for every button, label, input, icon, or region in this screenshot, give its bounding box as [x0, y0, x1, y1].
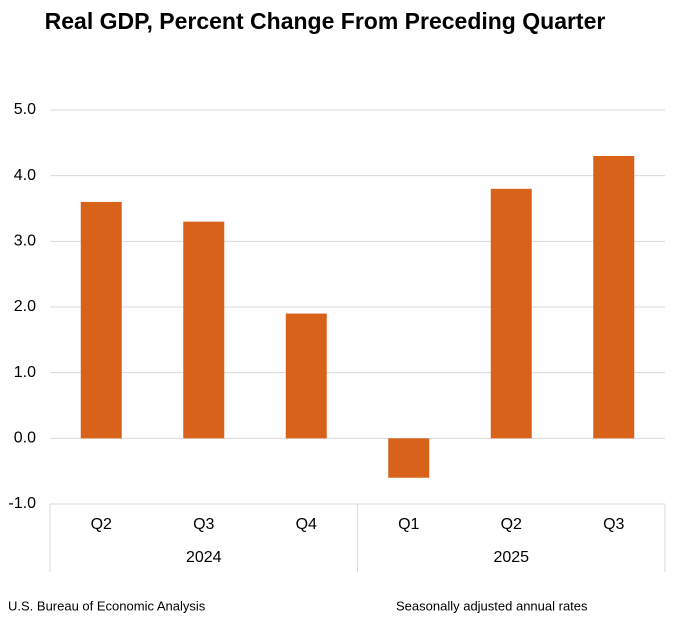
y-tick-label: 1.0	[14, 364, 36, 381]
x-tick-label: Q4	[296, 516, 317, 533]
y-tick-label: 0.0	[14, 430, 36, 447]
x-tick-label: Q2	[91, 516, 112, 533]
x-tick-label: Q1	[398, 516, 419, 533]
source-note: U.S. Bureau of Economic Analysis	[8, 598, 206, 613]
y-tick-label: 4.0	[14, 167, 36, 184]
bar	[183, 221, 225, 439]
bar	[388, 438, 430, 478]
y-tick-label: 3.0	[14, 233, 36, 250]
x-tick-label: Q3	[193, 516, 214, 533]
chart-title: Real GDP, Percent Change From Preceding …	[45, 8, 606, 34]
y-tick-label: 2.0	[14, 298, 36, 315]
bar	[285, 313, 327, 439]
group-label: 2024	[186, 549, 222, 566]
x-tick-label: Q3	[603, 516, 624, 533]
rate-note: Seasonally adjusted annual rates	[396, 598, 588, 613]
bar	[80, 201, 122, 439]
y-tick-label: 5.0	[14, 101, 36, 118]
group-label: 2025	[493, 549, 529, 566]
bar	[490, 188, 532, 439]
x-tick-label: Q2	[501, 516, 522, 533]
y-tick-label: -1.0	[8, 495, 36, 512]
bar	[593, 155, 635, 439]
